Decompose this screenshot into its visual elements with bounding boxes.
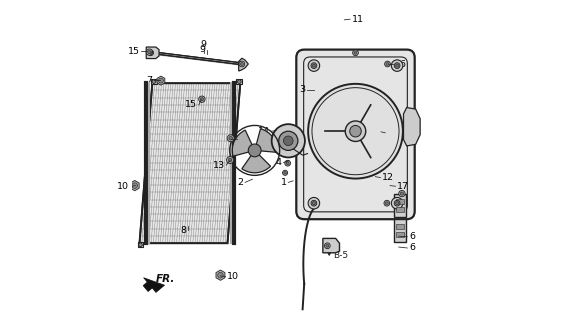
Circle shape	[384, 200, 390, 206]
Polygon shape	[143, 278, 164, 292]
Polygon shape	[146, 47, 159, 59]
Text: 13: 13	[212, 161, 224, 170]
Circle shape	[272, 124, 305, 157]
Bar	[237, 79, 242, 84]
Circle shape	[326, 244, 329, 247]
Text: 8: 8	[180, 226, 186, 235]
Polygon shape	[157, 76, 165, 85]
Text: 2: 2	[237, 178, 244, 187]
Circle shape	[311, 63, 317, 68]
Text: 9: 9	[201, 40, 206, 49]
Circle shape	[285, 160, 290, 166]
Circle shape	[237, 80, 241, 84]
FancyBboxPatch shape	[394, 219, 406, 242]
Circle shape	[308, 197, 319, 209]
Circle shape	[312, 202, 315, 205]
Wedge shape	[242, 150, 271, 173]
Circle shape	[391, 60, 403, 71]
Circle shape	[345, 121, 366, 141]
Circle shape	[148, 50, 153, 56]
Polygon shape	[216, 270, 225, 280]
Circle shape	[227, 135, 234, 142]
Text: 11: 11	[352, 15, 364, 24]
Text: 12: 12	[382, 173, 394, 182]
Circle shape	[350, 125, 361, 137]
Circle shape	[401, 192, 403, 195]
Text: 6: 6	[409, 244, 415, 252]
Polygon shape	[403, 108, 420, 146]
Text: 3: 3	[299, 85, 305, 94]
Circle shape	[227, 156, 234, 164]
Text: 14: 14	[258, 127, 270, 136]
Circle shape	[396, 202, 399, 205]
FancyBboxPatch shape	[394, 194, 406, 217]
Circle shape	[148, 51, 151, 54]
Polygon shape	[130, 180, 139, 191]
Circle shape	[286, 162, 289, 164]
Text: 1: 1	[280, 178, 287, 187]
Circle shape	[283, 136, 293, 146]
Text: B-5: B-5	[333, 251, 348, 260]
Text: 10: 10	[227, 272, 239, 281]
Bar	[396, 207, 404, 212]
Circle shape	[308, 84, 403, 179]
Circle shape	[229, 137, 233, 140]
Circle shape	[385, 61, 391, 67]
Circle shape	[248, 144, 261, 157]
Text: 16: 16	[395, 60, 407, 68]
Circle shape	[386, 63, 389, 66]
Wedge shape	[232, 130, 255, 156]
Text: 15: 15	[185, 100, 197, 109]
Text: 4: 4	[276, 158, 282, 167]
Circle shape	[240, 63, 243, 66]
Circle shape	[312, 64, 315, 67]
Circle shape	[132, 183, 138, 188]
Text: 6: 6	[409, 232, 415, 241]
Circle shape	[149, 52, 152, 54]
Text: 7: 7	[238, 135, 245, 144]
Bar	[396, 232, 404, 237]
Circle shape	[325, 243, 330, 249]
Circle shape	[199, 96, 205, 102]
Text: 7: 7	[146, 76, 152, 84]
Circle shape	[353, 50, 359, 56]
Circle shape	[229, 158, 232, 162]
Bar	[396, 199, 404, 204]
Wedge shape	[255, 129, 277, 152]
Circle shape	[394, 200, 400, 206]
Polygon shape	[323, 238, 339, 253]
Circle shape	[283, 170, 287, 175]
Circle shape	[396, 64, 399, 67]
Polygon shape	[139, 83, 240, 243]
Circle shape	[146, 49, 153, 55]
Text: FR.: FR.	[156, 274, 175, 284]
Text: 5: 5	[387, 128, 393, 137]
Circle shape	[385, 202, 388, 205]
Circle shape	[152, 80, 156, 84]
Bar	[396, 224, 404, 229]
Bar	[151, 79, 157, 84]
Circle shape	[308, 60, 319, 71]
Circle shape	[311, 200, 317, 206]
Circle shape	[159, 78, 163, 83]
Circle shape	[399, 190, 405, 197]
Text: 15: 15	[128, 47, 139, 56]
Circle shape	[279, 131, 298, 150]
Bar	[138, 243, 143, 247]
Circle shape	[394, 63, 400, 68]
Polygon shape	[238, 58, 248, 71]
Circle shape	[284, 172, 286, 174]
Circle shape	[354, 51, 357, 54]
FancyBboxPatch shape	[296, 50, 415, 219]
Text: 9: 9	[199, 45, 205, 54]
Circle shape	[391, 197, 403, 209]
Circle shape	[139, 243, 142, 247]
Text: 17: 17	[397, 182, 409, 191]
Circle shape	[217, 272, 223, 278]
Text: 10: 10	[117, 182, 129, 191]
Circle shape	[239, 61, 245, 67]
Circle shape	[201, 98, 203, 101]
